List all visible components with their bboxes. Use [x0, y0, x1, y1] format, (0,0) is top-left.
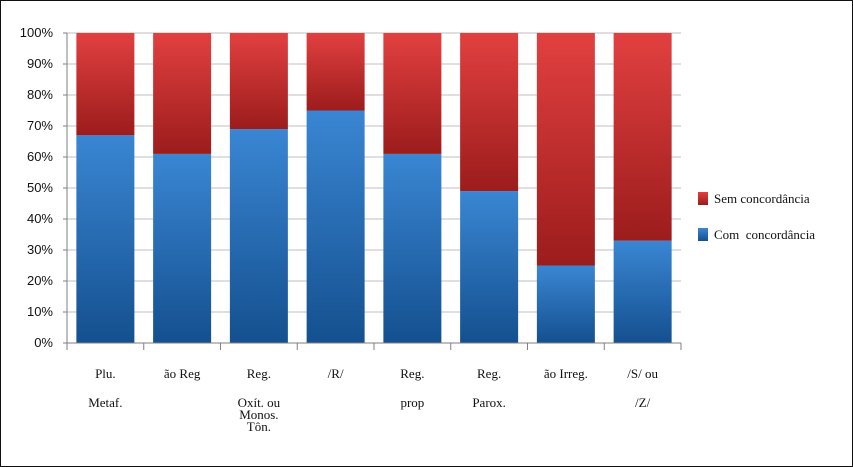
y-tick-label: 20%	[27, 273, 53, 288]
y-tick-label: 80%	[27, 87, 53, 102]
bar-com-concordancia-6	[460, 191, 519, 343]
y-tick-label: 0%	[34, 335, 53, 350]
bar-com-concordancia-7	[536, 265, 595, 343]
bar-sem-concordancia-6	[460, 33, 519, 192]
x-tick-label: Monos.	[239, 407, 278, 422]
x-tick-label: /R/	[328, 366, 344, 381]
x-tick-label: Parox.	[472, 395, 506, 410]
y-tick-label: 60%	[27, 149, 53, 164]
bar-com-concordancia-4	[306, 110, 365, 343]
bar-com-concordancia-1	[76, 135, 135, 343]
bar-sem-concordancia-8	[613, 33, 672, 241]
legend-label-com-concordancia: Com concordância	[714, 227, 815, 242]
bar-com-concordancia-2	[153, 153, 212, 343]
y-tick-label: 40%	[27, 211, 53, 226]
bar-sem-concordancia-1	[76, 33, 135, 136]
x-tick-label: /S/ ou	[627, 366, 658, 381]
legend-label-sem-concordancia: Sem concordância	[714, 191, 810, 206]
y-tick-label: 10%	[27, 304, 53, 319]
x-tick-label: Plu.	[95, 366, 116, 381]
y-tick-label: 100%	[20, 25, 54, 40]
x-tick-label: ão Irreg.	[544, 366, 588, 381]
legend-swatch-com-concordancia	[698, 228, 708, 241]
bar-sem-concordancia-2	[153, 33, 212, 154]
bar-sem-concordancia-7	[536, 33, 595, 266]
y-tick-label: 70%	[27, 118, 53, 133]
bar-sem-concordancia-4	[306, 33, 365, 111]
x-tick-label: /Z/	[635, 395, 651, 410]
x-tick-label: Tôn.	[247, 419, 271, 434]
x-tick-label: prop	[400, 395, 424, 410]
bar-sem-concordancia-5	[383, 33, 442, 154]
legend: Sem concordância Com concordância	[698, 191, 815, 242]
x-tick-label: Reg.	[247, 366, 271, 381]
legend-swatch-sem-concordancia	[698, 192, 708, 205]
x-tick-label: ão Reg	[164, 366, 201, 381]
x-tick-label: Oxít. ou	[238, 395, 281, 410]
y-tick-label: 90%	[27, 56, 53, 71]
axes	[63, 32, 682, 350]
bar-com-concordancia-5	[383, 153, 442, 343]
y-tick-label: 30%	[27, 242, 53, 257]
x-tick-label: Reg.	[477, 366, 501, 381]
x-tick-label: Metaf.	[88, 395, 122, 410]
x-tick-label: Reg.	[400, 366, 424, 381]
bars	[76, 33, 672, 343]
bar-com-concordancia-3	[229, 129, 288, 343]
bar-com-concordancia-8	[613, 240, 672, 343]
y-tick-label: 50%	[27, 180, 53, 195]
y-tick-labels: 0% 10% 20% 30% 40% 50% 60% 70% 80% 90% 100%	[20, 25, 54, 350]
bar-sem-concordancia-3	[229, 33, 288, 130]
